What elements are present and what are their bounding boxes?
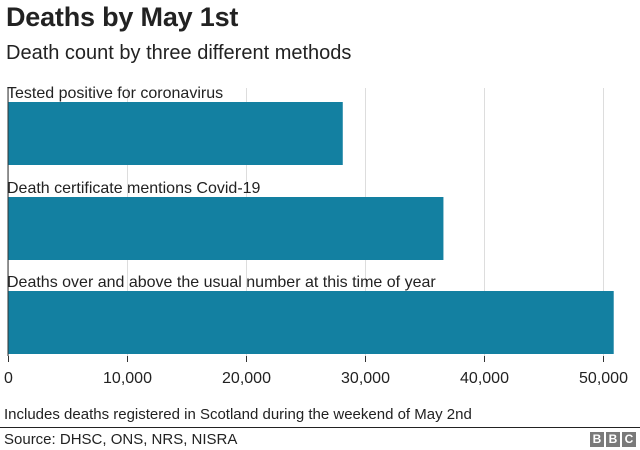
x-tick-label: 40,000 [460, 370, 509, 387]
bars [8, 102, 614, 354]
bbc-logo-letter: B [606, 432, 620, 447]
chart-title: Deaths by May 1st [6, 2, 239, 32]
bar-chart: Tested positive for coronavirus Death cer… [4, 85, 628, 387]
bar [8, 291, 614, 354]
footer-divider [0, 427, 640, 428]
bar [8, 197, 444, 260]
bbc-logo: B B C [590, 432, 636, 447]
category-label: Deaths over and above the usual number a… [7, 274, 436, 291]
source-text: Source: DHSC, ONS, NRS, NISRA [4, 431, 238, 448]
bbc-logo-letter: C [622, 432, 636, 447]
bar [8, 102, 343, 165]
x-tick-label: 50,000 [579, 370, 628, 387]
x-tick-label: 20,000 [222, 370, 271, 387]
category-labels: Tested positive for coronavirus Death cer… [7, 85, 436, 291]
x-tick-label: 30,000 [341, 370, 390, 387]
category-label: Tested positive for coronavirus [7, 85, 223, 102]
footnote: Includes deaths registered in Scotland d… [4, 406, 472, 423]
x-axis: 0 10,000 20,000 30,000 40,000 50,000 [4, 88, 628, 387]
bbc-logo-letter: B [590, 432, 604, 447]
chart-subtitle: Death count by three different methods [6, 42, 352, 64]
x-tick-label: 0 [4, 370, 13, 387]
x-tick-label: 10,000 [103, 370, 152, 387]
category-label: Death certificate mentions Covid-19 [7, 180, 261, 197]
